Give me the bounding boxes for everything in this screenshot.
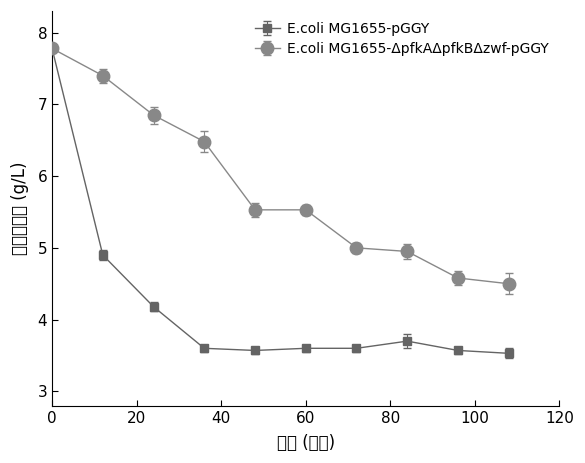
X-axis label: 时间 (小时): 时间 (小时) [277,434,335,452]
Legend: E.coli MG1655-pGGY, E.coli MG1655-ΔpfkAΔpfkBΔzwf-pGGY: E.coli MG1655-pGGY, E.coli MG1655-ΔpfkAΔ… [250,18,552,60]
Y-axis label: 葡萄糖浓度 (g/L): 葡萄糖浓度 (g/L) [11,162,29,255]
